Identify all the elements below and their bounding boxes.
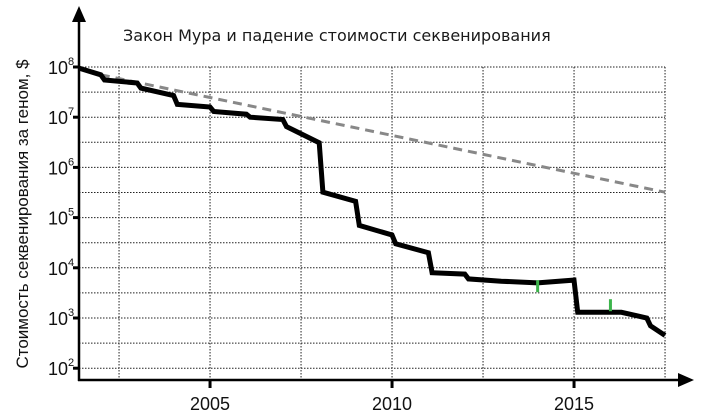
y-tick-base: 10 — [48, 259, 68, 279]
y-tick-exponent: 2 — [68, 357, 74, 369]
x-axis-arrow-icon — [678, 373, 694, 387]
y-tick-base: 10 — [48, 309, 68, 329]
y-tick-label: 103 — [48, 307, 74, 329]
series-layer — [78, 65, 667, 338]
axes — [72, 6, 694, 387]
y-tick-exponent: 7 — [68, 106, 74, 118]
y-tick-label: 107 — [48, 106, 74, 128]
moores-law-line — [100, 73, 666, 194]
y-tick-base: 10 — [48, 58, 68, 78]
y-tick-base: 10 — [48, 158, 68, 178]
y-tick-label: 102 — [48, 357, 74, 379]
y-tick-exponent: 3 — [68, 307, 74, 319]
y-tick-label: 104 — [48, 257, 74, 279]
x-tick-label: 2005 — [190, 394, 230, 414]
x-tick-label: 2010 — [372, 394, 412, 414]
chart-title: Закон Мура и падение стоимости секвениро… — [123, 26, 551, 45]
y-tick-label: 106 — [48, 156, 74, 178]
x-tick-label: 2015 — [554, 394, 594, 414]
y-tick-base: 10 — [48, 209, 68, 229]
y-tick-base: 10 — [48, 359, 68, 379]
annotation-layer — [536, 280, 612, 312]
y-axis-label: Стоимость секвенирования за геном, $ — [13, 59, 32, 369]
x-axis-ticks: 2005 2010 2015 — [190, 380, 594, 414]
y-axis-arrow-icon — [72, 6, 86, 22]
y-tick-label: 108 — [48, 56, 74, 78]
y-tick-exponent: 8 — [68, 56, 74, 68]
y-tick-exponent: 4 — [68, 257, 74, 269]
grid — [79, 66, 666, 380]
sequencing-cost-line — [78, 65, 667, 338]
y-tick-base: 10 — [48, 108, 68, 128]
y-tick-exponent: 6 — [68, 156, 74, 168]
y-tick-label: 105 — [48, 207, 74, 229]
y-tick-exponent: 5 — [68, 207, 74, 219]
